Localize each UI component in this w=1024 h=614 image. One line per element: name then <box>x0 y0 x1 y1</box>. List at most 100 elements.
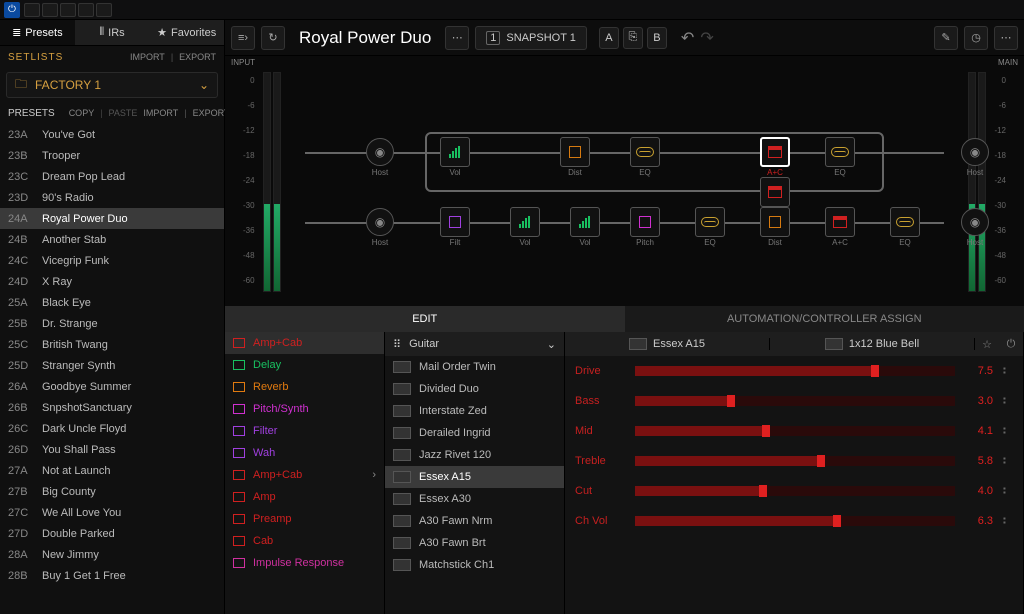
block-category[interactable]: Amp+Cab› <box>225 464 384 486</box>
param-slider[interactable] <box>635 486 955 496</box>
favorite-button[interactable]: ☆ <box>975 338 999 351</box>
chain-node-eq[interactable] <box>890 207 920 237</box>
chain-node-host[interactable]: ◉ <box>366 138 394 166</box>
left-tab-favorites[interactable]: ★Favorites <box>149 20 224 45</box>
chain-node-host[interactable]: ◉ <box>366 208 394 236</box>
model-item[interactable]: Interstate Zed <box>385 400 564 422</box>
chain-node-vol[interactable] <box>570 207 600 237</box>
block-category[interactable]: Preamp <box>225 508 384 530</box>
left-tab-presets[interactable]: ≣Presets <box>0 20 75 45</box>
chain-node-vol[interactable] <box>510 207 540 237</box>
amp-header[interactable]: Essex A15 <box>565 338 770 350</box>
chain-node-eq[interactable] <box>825 137 855 167</box>
presets-paste[interactable]: PASTE <box>109 108 138 118</box>
block-category[interactable]: Delay <box>225 354 384 376</box>
setlist-dropdown[interactable]: 🗀 FACTORY 1 ⌄ <box>6 72 218 98</box>
block-category[interactable]: Wah <box>225 442 384 464</box>
param-slider[interactable] <box>635 396 955 406</box>
param-stepper[interactable]: ▪▪ <box>1003 427 1013 435</box>
cab-header[interactable]: 1x12 Blue Bell <box>770 338 975 350</box>
block-category[interactable]: Cab <box>225 530 384 552</box>
model-item[interactable]: A30 Fawn Brt <box>385 532 564 554</box>
preset-item[interactable]: 23AYou've Got <box>0 124 224 145</box>
preset-item[interactable]: 27CWe All Love You <box>0 502 224 523</box>
preset-item[interactable]: 24BAnother Stab <box>0 229 224 250</box>
model-category[interactable]: Guitar <box>409 338 539 350</box>
compare-b-button[interactable]: B <box>647 27 667 49</box>
settings-button[interactable]: ⋯ <box>994 26 1018 50</box>
chain-node-eq[interactable] <box>695 207 725 237</box>
titlebar-box[interactable] <box>96 3 112 17</box>
snapshot-selector[interactable]: 1 SNAPSHOT 1 <box>475 26 587 50</box>
copy-ab-button[interactable]: ⎘ <box>623 27 643 49</box>
param-slider[interactable] <box>635 366 955 376</box>
param-stepper[interactable]: ▪▪ <box>1003 367 1013 375</box>
model-item[interactable]: Divided Duo <box>385 378 564 400</box>
preset-menu-button[interactable]: ⋯ <box>445 26 469 50</box>
model-item[interactable]: A30 Fawn Nrm <box>385 510 564 532</box>
bypass-button[interactable]: ⏻ <box>999 338 1023 351</box>
model-item[interactable]: Jazz Rivet 120 <box>385 444 564 466</box>
setlists-export[interactable]: EXPORT <box>179 52 216 62</box>
block-category[interactable]: Filter <box>225 420 384 442</box>
preset-item[interactable]: 27BBig County <box>0 481 224 502</box>
param-stepper[interactable]: ▪▪ <box>1003 517 1013 525</box>
model-item[interactable]: Mail Order Twin <box>385 356 564 378</box>
titlebar-box[interactable] <box>60 3 76 17</box>
chain-node-dist[interactable] <box>560 137 590 167</box>
preset-item[interactable]: 25BDr. Strange <box>0 313 224 334</box>
redo-button[interactable]: ↷ <box>700 28 713 48</box>
preset-item[interactable]: 28ANew Jimmy <box>0 544 224 565</box>
block-category[interactable]: Reverb <box>225 376 384 398</box>
preset-item[interactable]: 26BSnpshotSanctuary <box>0 397 224 418</box>
model-item[interactable]: Essex A30 <box>385 488 564 510</box>
block-category[interactable]: Amp+Cab <box>225 332 384 354</box>
block-category[interactable]: Impulse Response <box>225 552 384 574</box>
tool-button[interactable]: ✎ <box>934 26 958 50</box>
presets-export[interactable]: EXPORT <box>193 108 230 118</box>
titlebar-box[interactable] <box>78 3 94 17</box>
model-item[interactable]: Derailed Ingrid <box>385 422 564 444</box>
preset-item[interactable]: 26CDark Uncle Floyd <box>0 418 224 439</box>
param-slider[interactable] <box>635 426 955 436</box>
param-stepper[interactable]: ▪▪ <box>1003 397 1013 405</box>
expand-button[interactable]: ≡› <box>231 26 255 50</box>
preset-item[interactable]: 24CVicegrip Funk <box>0 250 224 271</box>
clock-button[interactable]: ◷ <box>964 26 988 50</box>
preset-item[interactable]: 27DDouble Parked <box>0 523 224 544</box>
param-stepper[interactable]: ▪▪ <box>1003 487 1013 495</box>
undo-button[interactable]: ↶ <box>681 28 694 48</box>
model-item[interactable]: Essex A15 <box>385 466 564 488</box>
chain-node-host[interactable]: ◉ <box>961 138 989 166</box>
left-tab-irs[interactable]: ⦀IRs <box>75 20 150 45</box>
signal-chain[interactable]: INPUT MAIN 0-6-12-18-24-30-36-48-60 0-6-… <box>225 56 1024 306</box>
app-power-icon[interactable]: ⏻ <box>4 2 20 18</box>
preset-item[interactable]: 23CDream Pop Lead <box>0 166 224 187</box>
preset-item[interactable]: 25DStranger Synth <box>0 355 224 376</box>
chain-node-a+c[interactable] <box>760 137 790 167</box>
tab-edit[interactable]: EDIT <box>225 306 625 332</box>
preset-item[interactable]: 25ABlack Eye <box>0 292 224 313</box>
preset-item[interactable]: 24ARoyal Power Duo <box>0 208 224 229</box>
param-slider[interactable] <box>635 456 955 466</box>
preset-item[interactable]: 25CBritish Twang <box>0 334 224 355</box>
titlebar-box[interactable] <box>42 3 58 17</box>
chain-node-pitch[interactable] <box>630 207 660 237</box>
setlists-import[interactable]: IMPORT <box>130 52 165 62</box>
chain-node-dist[interactable] <box>760 207 790 237</box>
titlebar-box[interactable] <box>24 3 40 17</box>
presets-import[interactable]: IMPORT <box>143 108 178 118</box>
model-item[interactable]: Matchstick Ch1 <box>385 554 564 576</box>
preset-item[interactable]: 26DYou Shall Pass <box>0 439 224 460</box>
chain-node-host[interactable]: ◉ <box>961 208 989 236</box>
compare-a-button[interactable]: A <box>599 27 619 49</box>
presets-copy[interactable]: COPY <box>69 108 95 118</box>
param-slider[interactable] <box>635 516 955 526</box>
preset-item[interactable]: 28BBuy 1 Get 1 Free <box>0 565 224 586</box>
preset-item[interactable]: 23BTrooper <box>0 145 224 166</box>
preset-item[interactable]: 26AGoodbye Summer <box>0 376 224 397</box>
refresh-button[interactable]: ↻ <box>261 26 285 50</box>
chain-node-filt[interactable] <box>440 207 470 237</box>
chain-node-a+c[interactable] <box>825 207 855 237</box>
block-category[interactable]: Amp <box>225 486 384 508</box>
